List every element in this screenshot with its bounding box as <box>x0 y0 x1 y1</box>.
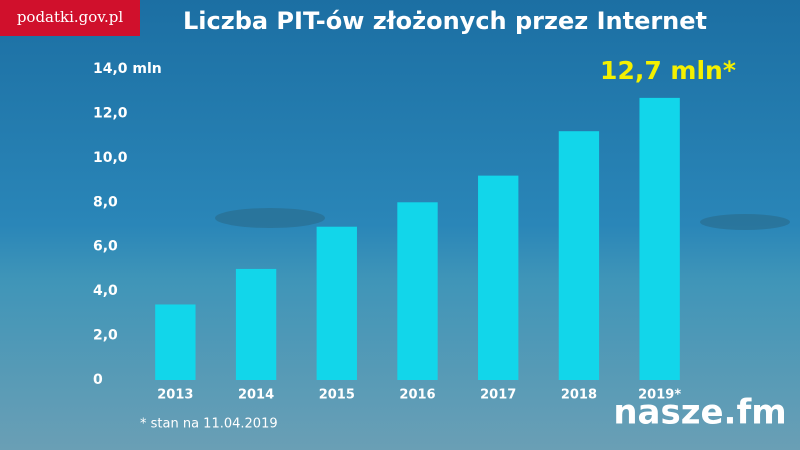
bar <box>639 97 680 380</box>
y-tick-label: 10,0 <box>93 150 128 166</box>
y-tick-label: 8,0 <box>93 194 118 210</box>
y-tick-label: 14,0 mln <box>93 61 162 77</box>
chart-title: Liczba PIT-ów złożonych przez Internet <box>183 7 707 35</box>
y-tick-label: 4,0 <box>93 283 118 299</box>
annotation: 12,7 mln* <box>600 56 736 85</box>
bar <box>235 268 277 380</box>
bar <box>397 202 438 380</box>
bar <box>155 304 196 380</box>
bar <box>558 131 600 380</box>
island <box>215 208 325 228</box>
bar <box>316 226 357 380</box>
y-tick-label: 6,0 <box>93 239 118 255</box>
y-tick-label: 0 <box>93 372 103 388</box>
x-tick-label: 2013 <box>157 388 193 403</box>
island <box>700 214 790 230</box>
x-tick-label: 2014 <box>238 388 274 403</box>
x-tick-label: 2017 <box>480 388 516 403</box>
header-badge <box>0 0 140 36</box>
logo: nasze.fm <box>613 393 786 433</box>
bar <box>478 175 519 380</box>
site-name: podatki.gov.pl <box>17 8 124 26</box>
x-tick-label: 2016 <box>399 388 435 403</box>
x-tick-label: 2019* <box>638 388 681 403</box>
y-tick-label: 2,0 <box>93 328 118 344</box>
x-tick-label: 2015 <box>319 388 355 403</box>
y-tick-label: 12,0 <box>93 105 128 121</box>
x-tick-label: 2018 <box>561 388 597 403</box>
footnote: * stan na 11.04.2019 <box>140 417 278 432</box>
